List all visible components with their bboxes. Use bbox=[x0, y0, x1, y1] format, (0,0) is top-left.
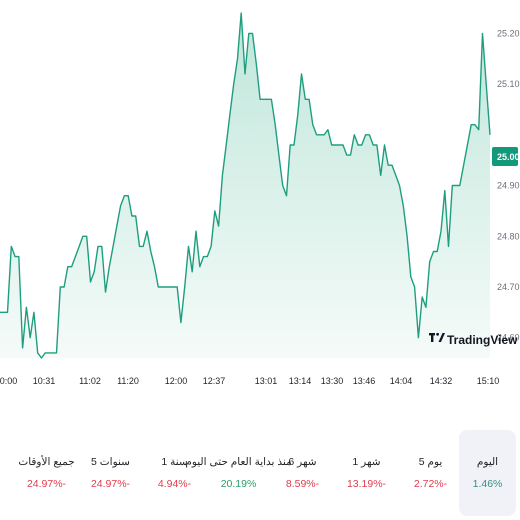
x-tick-label: 12:37 bbox=[203, 376, 226, 386]
x-tick-label: 10:31 bbox=[33, 376, 56, 386]
performance-periods: اليوم 1.46% 5 يوم 2.72%- 1 شهر 13.19%- 6 شهر 8.… bbox=[0, 430, 520, 520]
x-tick-label: 13:46 bbox=[353, 376, 376, 386]
period-tab[interactable]: 6 شهر 8.59%- bbox=[274, 430, 331, 516]
x-tick-label: 11:20 bbox=[117, 376, 139, 386]
period-label: اليوم bbox=[476, 456, 499, 468]
x-tick-label: 11:02 bbox=[79, 376, 101, 386]
period-change-value: 1.46% bbox=[472, 478, 503, 490]
period-change-value: 8.59%- bbox=[285, 478, 320, 490]
current-price-value: 25.00 bbox=[497, 152, 520, 162]
x-tick-label: 14:04 bbox=[390, 376, 413, 386]
period-change-value: 24.97%- bbox=[90, 478, 131, 490]
x-tick-label: 15:10 bbox=[477, 376, 500, 386]
period-change-value: 4.94%- bbox=[157, 478, 192, 490]
period-label: 1 سنة bbox=[161, 456, 188, 468]
tradingview-logo-icon bbox=[429, 332, 445, 342]
y-tick-label: 24.90 bbox=[497, 181, 520, 191]
period-change-value: 2.72%- bbox=[413, 478, 448, 490]
period-label: جميع الأوقات bbox=[18, 456, 75, 468]
x-tick-label: 14:32 bbox=[430, 376, 453, 386]
price-area-fill bbox=[0, 13, 490, 358]
tradingview-logo[interactable]: TradingView bbox=[429, 332, 518, 347]
x-tick-label: 10:00 bbox=[0, 376, 17, 386]
y-tick-label: 25.10 bbox=[497, 79, 520, 89]
period-label: 6 شهر bbox=[288, 456, 317, 468]
x-tick-label: 13:01 bbox=[255, 376, 278, 386]
price-chart[interactable]: 25.20 25.10 25.00 24.90 24.80 24.70 24.60 10:0… bbox=[0, 0, 520, 400]
x-tick-label: 13:30 bbox=[321, 376, 344, 386]
period-label: 5 سنوات bbox=[91, 456, 130, 468]
period-change-value: 13.19%- bbox=[346, 478, 387, 490]
period-tab[interactable]: 5 يوم 2.72%- bbox=[402, 430, 459, 516]
price-line bbox=[0, 12, 491, 359]
current-price-label: 25.00 bbox=[492, 147, 520, 166]
period-label: 5 يوم bbox=[418, 456, 443, 468]
period-tab[interactable]: 1 شهر 13.19%- bbox=[338, 430, 395, 516]
y-tick-label: 24.70 bbox=[497, 282, 520, 292]
x-axis: 10:00 10:31 11:02 11:20 12:00 12:37 13:01 13:14… bbox=[0, 376, 499, 386]
y-axis: 25.20 25.10 25.00 24.90 24.80 24.70 24.60 bbox=[497, 28, 520, 342]
period-change-value: 20.19% bbox=[220, 478, 257, 490]
x-tick-label: 13:14 bbox=[289, 376, 312, 386]
y-tick-label: 25.20 bbox=[497, 28, 520, 38]
period-tab[interactable]: جميع الأوقات 24.97%- bbox=[18, 430, 75, 516]
y-tick-label: 24.80 bbox=[497, 231, 520, 241]
tradingview-logo-text: TradingView bbox=[447, 333, 518, 347]
period-label: 1 شهر bbox=[352, 456, 381, 468]
period-label: منذ بداية العام حتى اليوم bbox=[185, 456, 292, 468]
period-change-value: 24.97%- bbox=[26, 478, 67, 490]
period-tab[interactable]: منذ بداية العام حتى اليوم 20.19% bbox=[185, 430, 291, 516]
period-tab[interactable]: 1 سنة 4.94%- bbox=[146, 430, 203, 516]
x-tick-label: 12:00 bbox=[165, 376, 188, 386]
period-tab[interactable]: 5 سنوات 24.97%- bbox=[82, 430, 139, 516]
period-tab[interactable]: اليوم 1.46% bbox=[459, 430, 516, 516]
y-tick-label: 24.60 bbox=[497, 333, 520, 343]
